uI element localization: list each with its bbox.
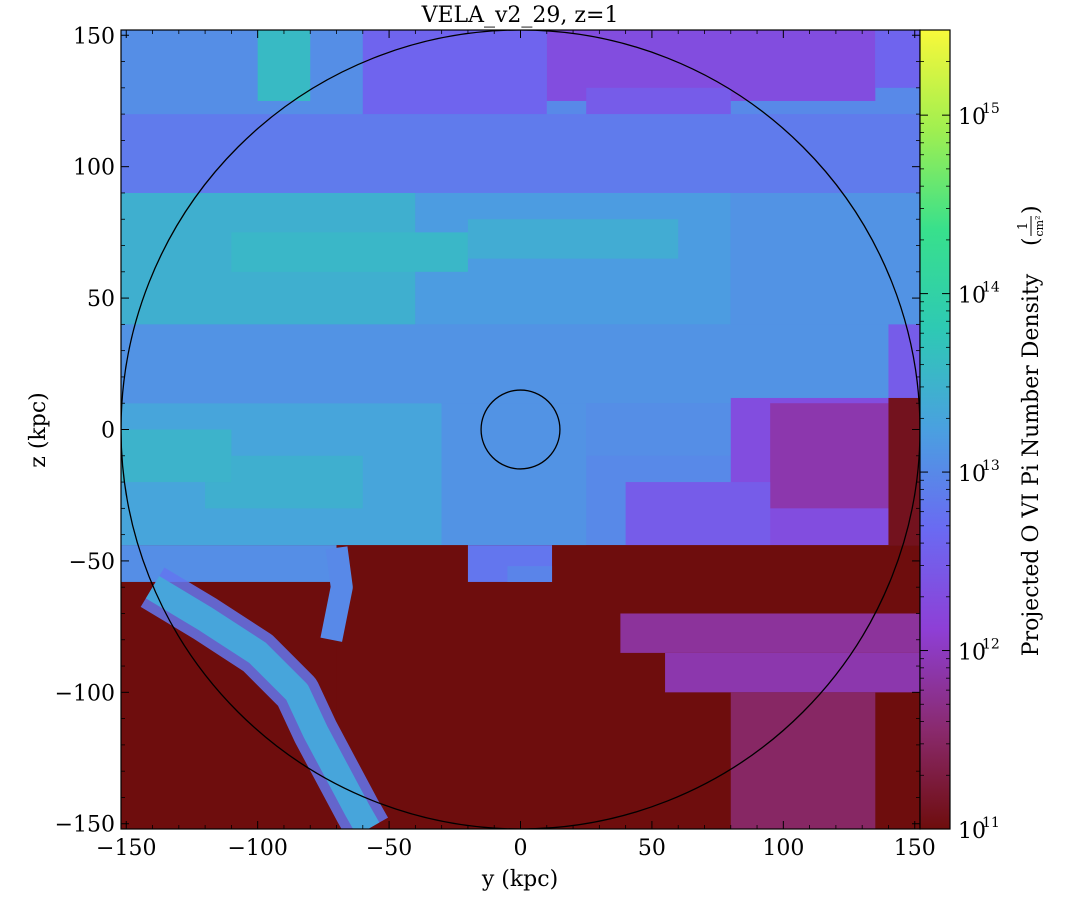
- heatmap-cell: [507, 566, 553, 582]
- y-tick-label: −150: [55, 813, 115, 838]
- heatmap-cell: [257, 30, 311, 101]
- filament-stream: [140, 546, 389, 829]
- heatmap-cell: [620, 613, 920, 653]
- heatmap-cell: [586, 403, 731, 456]
- chart-title: VELA_v2_29, z=1: [421, 3, 619, 28]
- colorbar-tick-exponent: 13: [982, 458, 1000, 474]
- colorbar-unit-open-paren: (: [1019, 237, 1044, 246]
- plot-area: [121, 30, 920, 829]
- heatmap-cell: [121, 545, 337, 582]
- x-axis-label: y (kpc): [481, 867, 558, 892]
- colorbar-unit-numerator: 1: [1016, 222, 1031, 230]
- heatmap-cell: [875, 30, 920, 88]
- filament-upper: [320, 546, 353, 642]
- colorbar-tick-exponent: 15: [982, 101, 1000, 117]
- filament-core: [145, 576, 380, 829]
- colorbar-tick-exponent: 14: [982, 280, 1000, 296]
- y-tick-label: 0: [101, 419, 115, 444]
- inner-galaxy-circle: [480, 389, 561, 470]
- colorbar-tick-base: 10: [958, 641, 986, 666]
- heatmap-regions: [121, 30, 920, 829]
- y-axis-ticks: −150 −100 −50 0 50 100 150: [55, 24, 920, 838]
- heatmap-cell: [231, 232, 468, 272]
- heatmap-cell: [730, 692, 876, 829]
- colorbar-unit-close-paren: ): [1019, 205, 1044, 214]
- heatmap-cell: [362, 30, 547, 115]
- heatmap-cell: [888, 397, 920, 546]
- colorbar-label-group: Projected O VI Pi Number Density ( 1 cm²…: [1016, 205, 1046, 656]
- heatmap-cell: [888, 324, 920, 398]
- colorbar-tick-base: 10: [958, 105, 986, 130]
- y-tick-label: −50: [69, 550, 115, 575]
- x-tick-label: 50: [638, 836, 666, 861]
- x-tick-label: 150: [894, 836, 936, 861]
- colorbar-unit-denominator: cm²: [1033, 215, 1046, 236]
- colorbar-tick-exponent: 11: [982, 815, 1000, 831]
- y-tick-label: 50: [87, 287, 115, 312]
- heatmap-cell: [625, 482, 771, 546]
- heatmap-cell: [121, 30, 363, 115]
- heatmap-cell: [205, 455, 363, 509]
- colorbar-tick-exponent: 12: [982, 637, 1000, 653]
- y-tick-label: −100: [55, 681, 115, 706]
- x-tick-label: 100: [762, 836, 804, 861]
- y-tick-label: 100: [73, 156, 115, 181]
- heatmap-cell: [121, 429, 232, 483]
- colorbar-tick-base: 10: [958, 284, 986, 309]
- heatmap-cell: [121, 324, 920, 404]
- x-tick-label: 0: [514, 836, 528, 861]
- heatmap-cell: [586, 87, 731, 115]
- colorbar-tick-base: 10: [958, 819, 986, 844]
- y-tick-label: 150: [73, 24, 115, 49]
- heatmap-cell: [467, 219, 679, 259]
- heatmap-cell: [665, 652, 920, 693]
- colorbar-label: Projected O VI Pi Number Density: [1019, 273, 1044, 656]
- heatmap-cell: [770, 403, 889, 509]
- y-axis-label: z (kpc): [26, 392, 51, 468]
- heatmap-cell: [121, 114, 920, 193]
- x-tick-label: −150: [96, 836, 156, 861]
- x-tick-label: −50: [366, 836, 412, 861]
- colorbar: [919, 29, 951, 830]
- colorbar-tick-base: 10: [958, 462, 986, 487]
- x-axis-ticks: −150 −100 −50 0 50 100 150: [96, 30, 936, 861]
- annotation-circles: [121, 30, 920, 829]
- heatmap-cell: [441, 403, 587, 546]
- heatmap-cell: [730, 192, 920, 325]
- x-tick-label: −100: [227, 836, 287, 861]
